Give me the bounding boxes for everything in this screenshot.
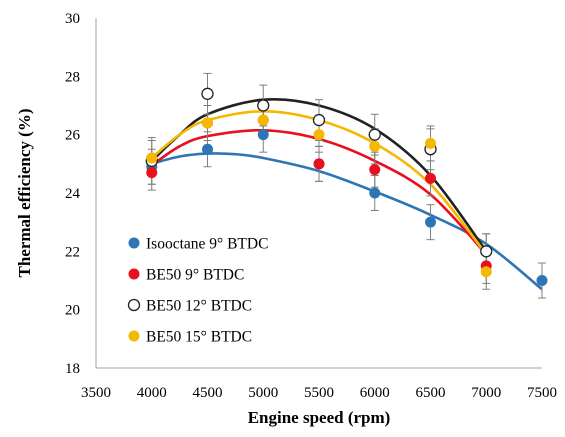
data-point-series-4 <box>146 152 158 164</box>
y-tick-label: 22 <box>65 244 80 260</box>
data-point-series-3 <box>312 113 326 127</box>
data-point-series-1 <box>257 129 269 141</box>
y-axis-title: Thermal efficiency (%) <box>15 109 34 278</box>
y-tick-label: 20 <box>65 303 80 319</box>
axes <box>95 18 542 369</box>
data-point-series-4 <box>480 266 492 278</box>
data-point-series-4 <box>369 140 381 152</box>
x-tick-label: 5500 <box>304 385 334 401</box>
y-tick-label: 24 <box>65 186 81 202</box>
data-point-series-2 <box>369 164 381 176</box>
data-point-series-1 <box>202 143 213 155</box>
data-point-series-3 <box>257 99 270 112</box>
x-tick-label: 6000 <box>360 385 390 401</box>
legend: Isooctane 9° BTDC BE50 9° BTDC BE50 12° BT… <box>127 236 268 346</box>
legend-label-series-1: Isooctane 9° BTDC <box>146 236 268 253</box>
legend-marker-series-3 <box>127 298 141 312</box>
data-point-series-1 <box>425 216 436 228</box>
data-point-series-4 <box>313 129 325 141</box>
y-tick-label: 30 <box>65 11 80 27</box>
x-tick-label: 6500 <box>416 385 446 401</box>
legend-marker-series-4 <box>128 330 140 342</box>
data-point-series-2 <box>146 167 158 179</box>
x-axis-title: Engine speed (rpm) <box>248 408 391 427</box>
data-point-series-4 <box>257 114 269 126</box>
data-point-series-3 <box>480 245 493 258</box>
x-tick-label: 7000 <box>471 385 501 401</box>
x-tick-label: 5000 <box>248 385 278 401</box>
data-point-series-1 <box>536 275 548 286</box>
tick-labels: 18 20 22 24 26 28 30 3500 4500 5500 6500 7500 4000 50… <box>65 11 557 401</box>
x-tick-label: 7500 <box>527 385 557 401</box>
y-tick-label: 28 <box>65 69 80 85</box>
x-tick-label: 4500 <box>193 385 223 401</box>
x-tick-label: 4000 <box>137 385 167 401</box>
legend-label-series-3: BE50 12° BTDC <box>146 298 252 315</box>
data-point-series-3 <box>201 87 214 100</box>
data-point-series-2 <box>313 158 325 170</box>
legend-label-series-4: BE50 15° BTDC <box>146 329 252 346</box>
data-point-series-4 <box>425 137 436 149</box>
y-tick-label: 18 <box>65 361 80 377</box>
legend-label-series-2: BE50 9° BTDC <box>146 267 244 284</box>
y-tick-label: 26 <box>65 128 81 144</box>
legend-marker-series-2 <box>128 268 140 280</box>
data-point-series-4 <box>202 117 213 129</box>
data-point-series-1 <box>369 187 381 199</box>
x-tick-label: 3500 <box>81 385 111 401</box>
trend-lines <box>150 97 543 291</box>
data-points <box>145 87 548 286</box>
data-point-series-3 <box>368 128 381 141</box>
legend-marker-series-1 <box>128 237 140 249</box>
data-point-series-2 <box>425 172 436 184</box>
